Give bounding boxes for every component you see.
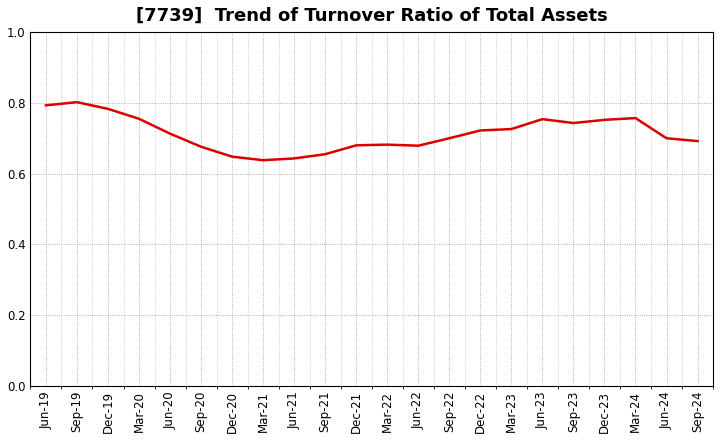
Title: [7739]  Trend of Turnover Ratio of Total Assets: [7739] Trend of Turnover Ratio of Total …: [136, 7, 608, 25]
